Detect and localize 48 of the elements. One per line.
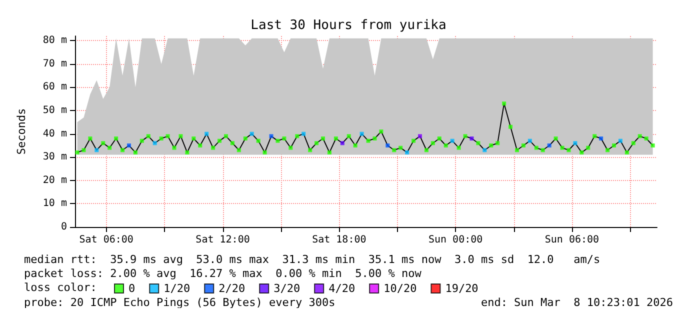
point [599,136,604,140]
point [573,141,578,146]
point [418,134,422,138]
point [547,143,552,148]
y-tick-label: 70 m [42,58,67,70]
legend-label: 10/20 [384,282,417,295]
text: end: Sun Mar 8 10:23:01 2026 [480,296,674,309]
legend-label: 19/20 [445,282,478,295]
point [204,132,209,136]
y-axis-title: Seconds [15,108,28,155]
point [302,132,306,136]
point [450,138,454,143]
x-tick-label: Sat 12:00 [196,234,250,246]
point [126,143,131,148]
y-tick-label: 80 m [42,35,67,46]
x-tick-label: Sun 06:00 [544,234,600,246]
point [618,138,622,143]
point [269,134,274,138]
y-tick-label: 20 m [42,174,67,186]
point [152,141,157,146]
point [405,150,410,154]
text: probe: 20 ICMP Echo Pings (56 Bytes) every 300s [24,296,336,309]
x-tick-label: Sat 06:00 [79,234,134,246]
text: packet loss: 2.00 % avg 16.27 % max 0.00 % min 5.00 % now [24,267,422,280]
point [250,132,254,136]
text: median rtt: 35.9 ms avg 53.0 ms max 31.3 ms min 35.1 ms now 3.0 ms sd 12.0 am/s [24,253,600,266]
point [482,148,487,152]
y-tick-label: 10 m [42,198,67,210]
point [94,148,99,152]
x-tick-label: Sun 00:00 [428,234,483,246]
legend-label: 3/20 [274,282,300,295]
legend-label: 2/20 [218,282,246,295]
legend-title: loss color: [24,281,97,294]
legend-label: 1/20 [164,282,190,295]
y-tick-label: 0 [60,222,67,232]
legend-label: 0 [128,282,136,295]
point [528,138,532,143]
legend-label: 4/20 [328,282,356,295]
point [360,132,364,136]
point [386,143,390,148]
x-tick-label: Sat 18:00 [312,234,366,246]
y-tick-label: 30 m [42,152,67,163]
chart-title: Last 30 Hours from yurika [250,18,446,33]
y-tick-label: 60 m [42,82,67,93]
y-tick-label: 40 m [42,128,67,140]
point [340,141,344,146]
point [470,136,474,140]
y-tick-label: 50 m [42,105,67,116]
